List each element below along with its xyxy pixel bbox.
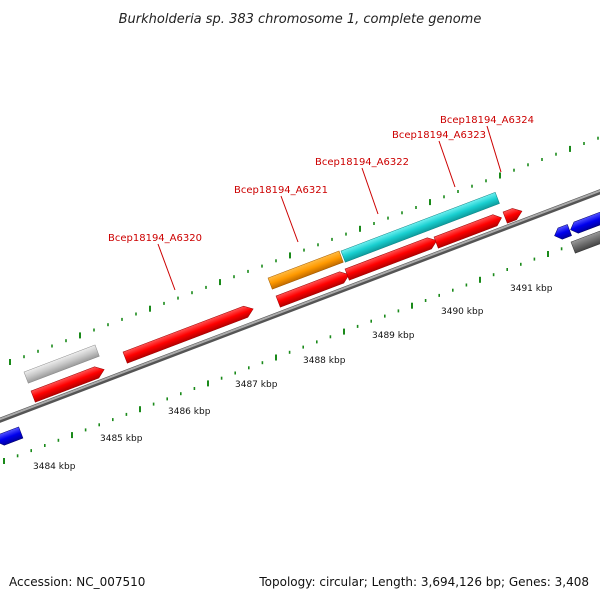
- map-title: Burkholderia sp. 383 chromosome 1, compl…: [119, 12, 482, 27]
- leader-line-a6322: [361, 167, 379, 215]
- leader-line-a6324: [486, 125, 502, 173]
- gene-bcep18194-a6324[interactable]: [502, 206, 524, 224]
- tick-label-3488: 3488 kbp: [303, 356, 346, 366]
- gene-bcep18194-a6320[interactable]: [122, 303, 255, 364]
- tick-label-3484: 3484 kbp: [33, 462, 76, 472]
- gene-right-reverse[interactable]: [568, 207, 600, 236]
- gene-bcep18194-a6323[interactable]: [433, 212, 504, 249]
- tick-label-3486: 3486 kbp: [168, 407, 211, 417]
- genome-axis: [0, 189, 600, 423]
- features: [0, 192, 600, 447]
- leader-line-a6321: [280, 195, 299, 243]
- gene-pseudo-left[interactable]: [23, 344, 100, 384]
- leader-line-a6323: [438, 140, 456, 188]
- gene-label-a6324[interactable]: Bcep18194_A6324: [440, 115, 534, 126]
- tick-label-3490: 3490 kbp: [441, 307, 484, 317]
- upper-track: [9, 136, 599, 365]
- gene-right-other[interactable]: [570, 227, 600, 254]
- gene-bcep18194-a6322[interactable]: [340, 192, 500, 263]
- scale-labels: 3484 kbp 3485 kbp 3486 kbp 3487 kbp 3488…: [33, 284, 553, 472]
- gene-label-a6322[interactable]: Bcep18194_A6322: [315, 157, 409, 168]
- gene-red-below-a6321[interactable]: [275, 269, 351, 308]
- gene-label-a6320[interactable]: Bcep18194_A6320: [108, 233, 202, 244]
- genome-summary-text: Topology: circular; Length: 3,694,126 bp…: [258, 575, 589, 589]
- tick-label-3485: 3485 kbp: [100, 434, 143, 444]
- gene-label-a6321[interactable]: Bcep18194_A6321: [234, 185, 328, 196]
- gene-left-forward[interactable]: [30, 364, 106, 403]
- tick-label-3489: 3489 kbp: [372, 331, 415, 341]
- accession-text: Accession: NC_007510: [9, 575, 145, 589]
- tick-label-3491: 3491 kbp: [510, 284, 553, 294]
- gene-left-reverse[interactable]: [0, 426, 24, 447]
- gene-red-below-a6322[interactable]: [344, 235, 439, 281]
- gene-right-reverse-small[interactable]: [552, 224, 572, 241]
- gene-labels: Bcep18194_A6320 Bcep18194_A6321 Bcep1819…: [108, 115, 534, 291]
- leader-line-a6320: [157, 243, 176, 291]
- tick-label-3487: 3487 kbp: [235, 380, 278, 390]
- gene-bcep18194-a6321[interactable]: [267, 250, 344, 290]
- gene-label-a6323[interactable]: Bcep18194_A6323: [392, 130, 486, 141]
- scale-track: [3, 236, 590, 464]
